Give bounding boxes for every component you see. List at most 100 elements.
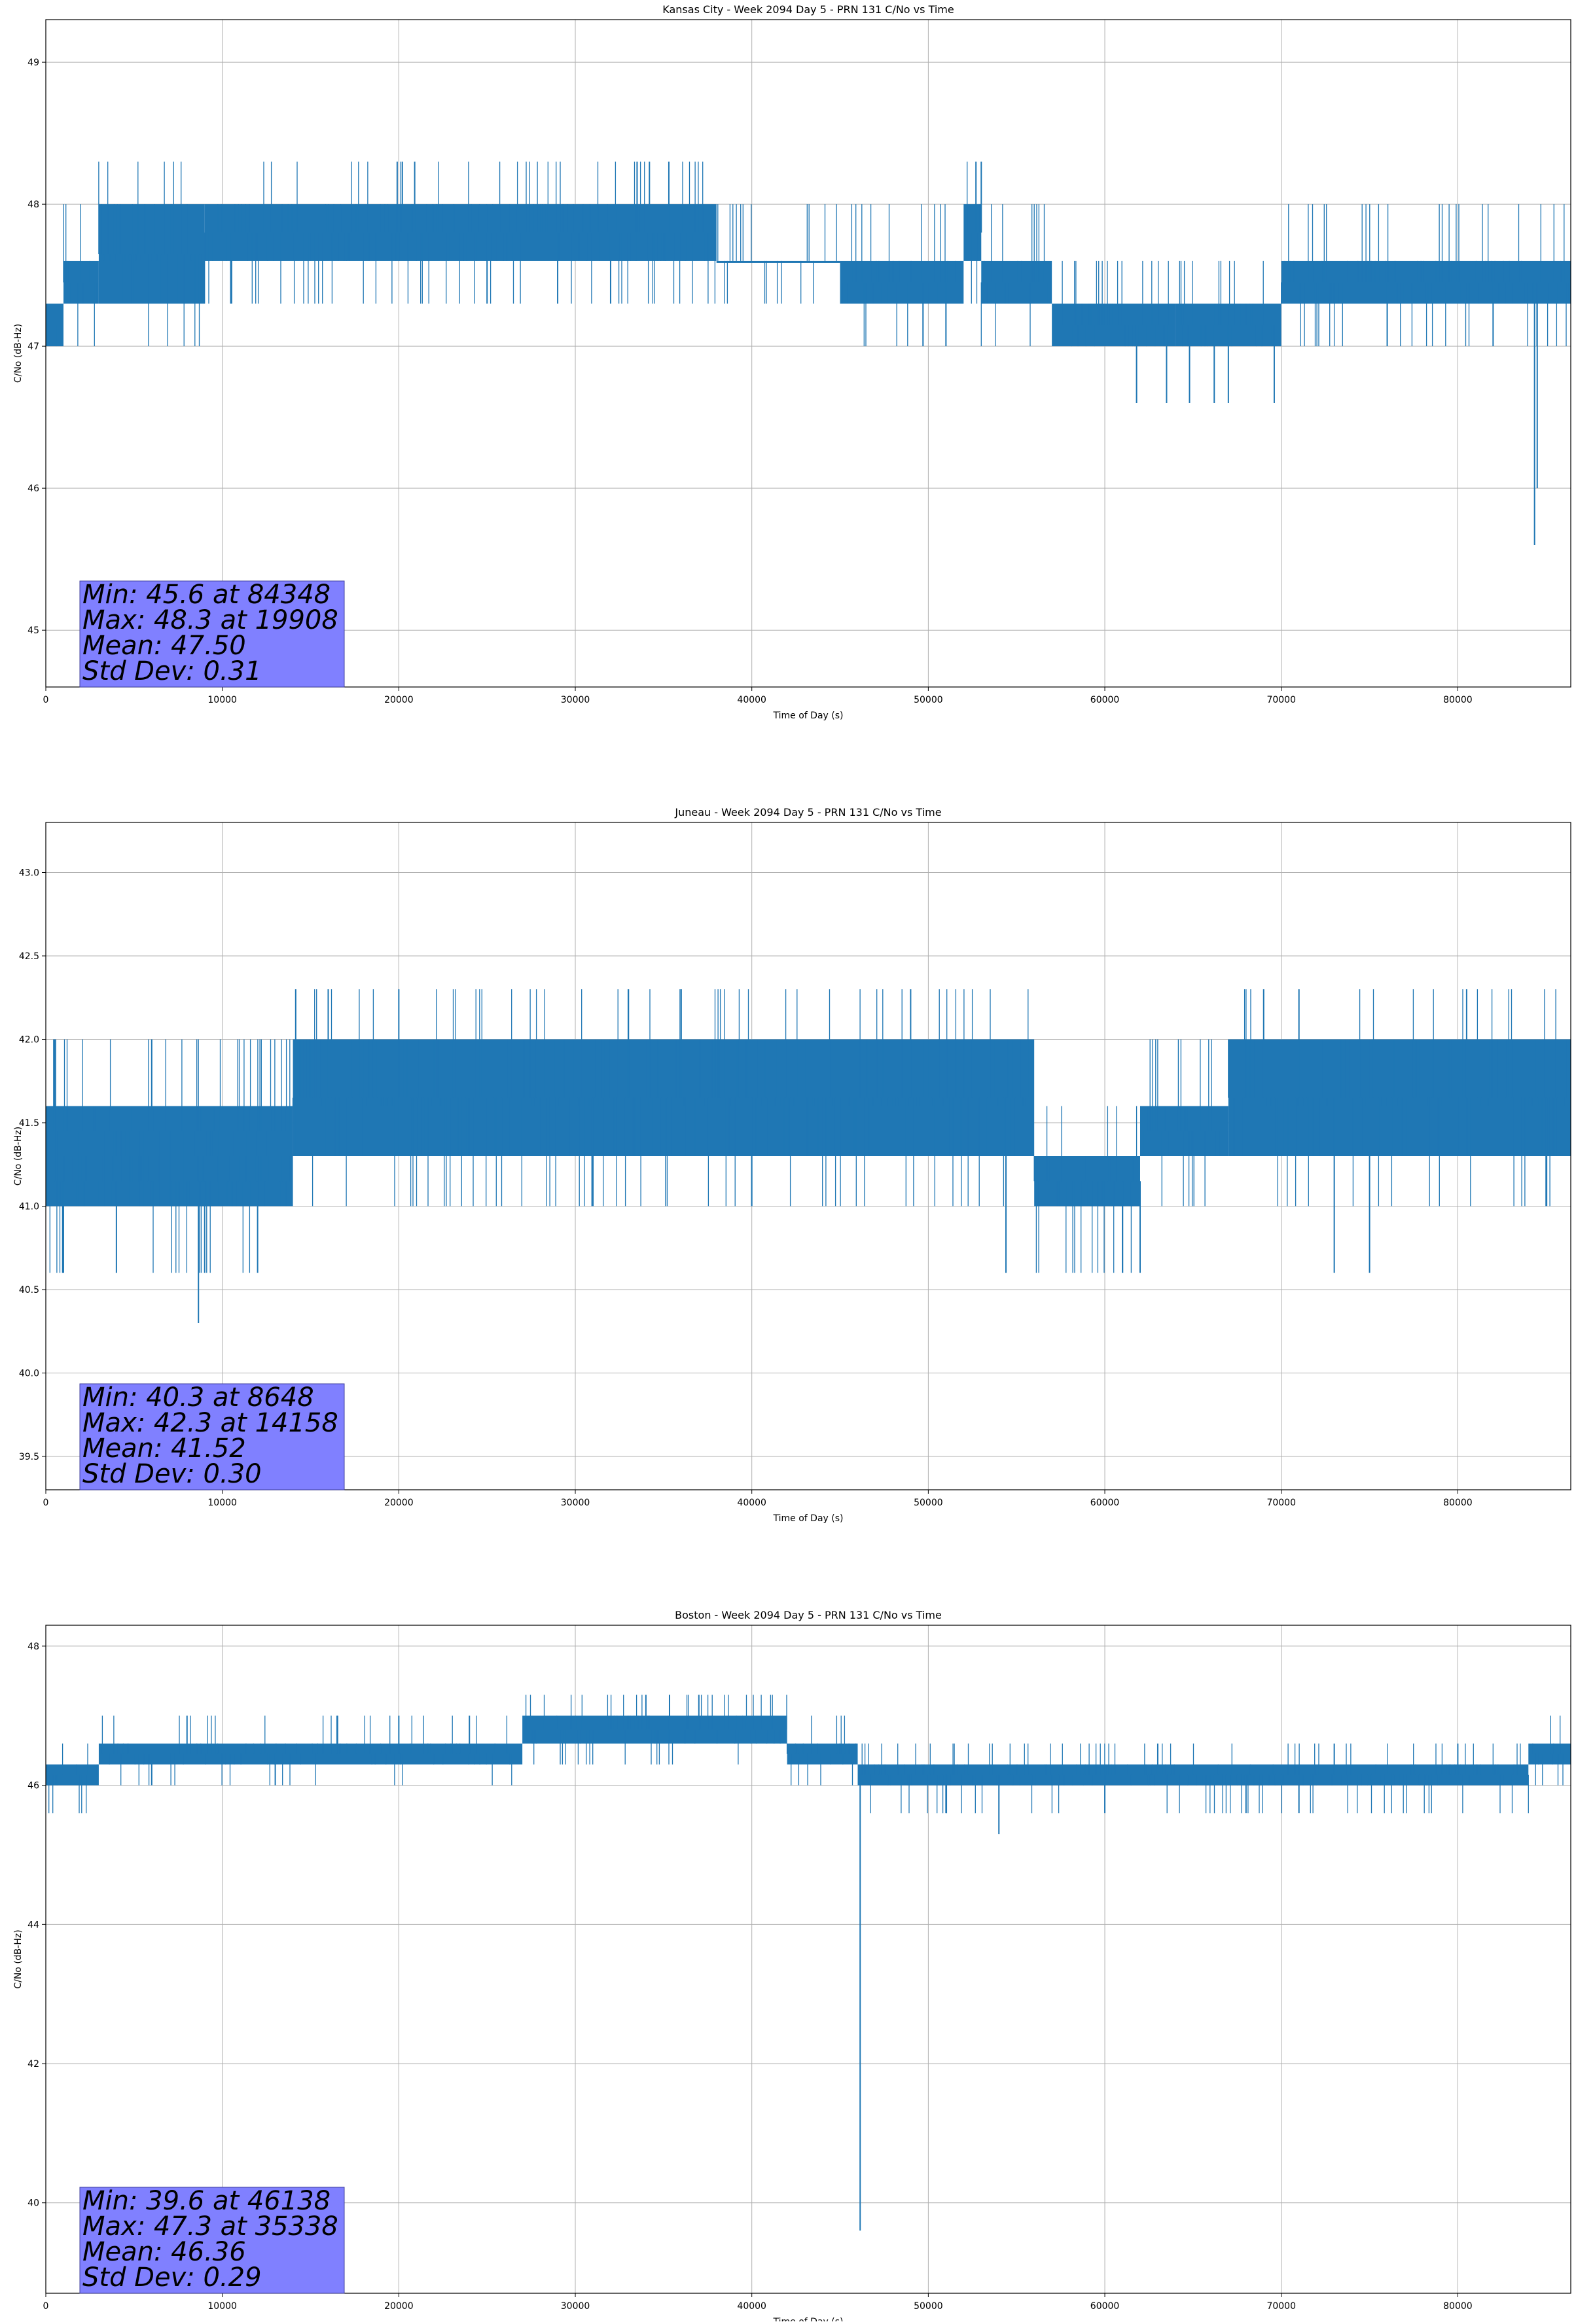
signal-fringe (204, 162, 716, 304)
y-tick-label: 44 (27, 1920, 39, 1930)
signal-band (46, 1156, 293, 1206)
signal-fringe (1033, 1106, 1137, 1273)
signal-fringe (1143, 1039, 1228, 1206)
x-tick-label: 20000 (384, 695, 414, 705)
stats-line: Min: 45.6 at 84348 (82, 580, 331, 610)
stats-line: Mean: 47.50 (82, 631, 246, 661)
y-axis-label: C/No (dB-Hz) (13, 1127, 24, 1186)
stats-line: Max: 42.3 at 14158 (82, 1408, 338, 1438)
y-tick-label: 43.0 (19, 868, 39, 879)
x-tick-label: 50000 (914, 1498, 943, 1508)
stats-box-bg (79, 580, 345, 688)
signal-fringe (1228, 989, 1571, 1206)
y-tick-label: 48 (27, 1642, 39, 1652)
signal-fringe (842, 204, 961, 347)
signal-fringe (1062, 260, 1169, 347)
chart-panel-0: Kansas City - Week 2094 Day 5 - PRN 131 … (13, 3, 1571, 721)
chart-title: Juneau - Week 2094 Day 5 - PRN 131 C/No … (674, 806, 941, 819)
stats-line: Std Dev: 0.30 (82, 1459, 262, 1489)
stats-box-bg (79, 1383, 345, 1490)
x-tick-label: 30000 (561, 2301, 590, 2312)
x-tick-label: 20000 (384, 2301, 414, 2312)
y-tick-label: 49 (27, 58, 39, 68)
stats-line: Mean: 41.52 (82, 1434, 246, 1464)
x-tick-label: 30000 (561, 695, 590, 705)
signal-fringe (63, 204, 98, 347)
stats-line: Max: 48.3 at 19908 (82, 605, 338, 635)
data-series (46, 1695, 1571, 2231)
signal-fringe (980, 204, 1048, 347)
stats-box-bg (79, 2187, 345, 2294)
signal-band (98, 204, 205, 304)
signal-band (1528, 1743, 1571, 1765)
x-axis-label: Time of Day (s) (773, 2317, 844, 2321)
chart-title: Boston - Week 2094 Day 5 - PRN 131 C/No … (675, 1609, 942, 1621)
chart-title: Kansas City - Week 2094 Day 5 - PRN 131 … (662, 3, 954, 16)
stats-line: Min: 39.6 at 46138 (82, 2186, 331, 2216)
signal-fringe (101, 1716, 512, 1786)
x-tick-label: 10000 (207, 2301, 237, 2312)
x-tick-label: 80000 (1443, 2301, 1473, 2312)
signal-fringe (48, 1743, 98, 1814)
data-series (46, 162, 1571, 545)
y-tick-label: 40.0 (19, 1369, 39, 1379)
x-tick-label: 60000 (1090, 2301, 1120, 2312)
x-axis-label: Time of Day (s) (773, 711, 844, 721)
stats-line: Std Dev: 0.31 (82, 656, 262, 686)
y-tick-label: 40.5 (19, 1285, 39, 1295)
y-tick-label: 48 (27, 200, 39, 210)
signal-fringe (861, 1743, 1529, 1814)
signal-fringe (292, 989, 1029, 1206)
x-tick-label: 30000 (561, 1498, 590, 1508)
axes-frame (45, 19, 1571, 688)
y-tick-label: 46 (27, 484, 39, 494)
x-tick-label: 0 (43, 1498, 49, 1508)
x-axis-label: Time of Day (s) (773, 1513, 844, 1524)
stats-line: Std Dev: 0.29 (82, 2262, 262, 2293)
signal-band (981, 260, 1052, 304)
y-tick-label: 45 (27, 625, 39, 636)
signal-band (787, 1743, 858, 1765)
x-tick-label: 70000 (1266, 695, 1296, 705)
x-tick-label: 60000 (1090, 695, 1120, 705)
y-tick-label: 42.5 (19, 951, 39, 962)
x-tick-label: 80000 (1443, 1498, 1473, 1508)
x-tick-label: 10000 (207, 695, 237, 705)
data-series (46, 989, 1571, 1323)
y-axis-label: C/No (dB-Hz) (13, 324, 24, 383)
axes-frame (45, 1625, 1571, 2294)
signal-band (46, 304, 63, 347)
chart-panel-2: Boston - Week 2094 Day 5 - PRN 131 C/No … (13, 1609, 1571, 2324)
y-axis-label: C/No (dB-Hz) (13, 1929, 24, 1988)
x-tick-label: 20000 (384, 1498, 414, 1508)
chart-panel-1: Juneau - Week 2094 Day 5 - PRN 131 C/No … (13, 806, 1571, 1524)
signal-band (46, 1106, 293, 1156)
stats-line: Max: 47.3 at 35338 (82, 2211, 338, 2242)
x-tick-label: 40000 (737, 1498, 766, 1508)
signal-band (1034, 1156, 1140, 1206)
x-tick-label: 40000 (737, 2301, 766, 2312)
signal-fringe (46, 1039, 291, 1206)
signal-band (1052, 304, 1175, 347)
x-tick-label: 10000 (207, 1498, 237, 1508)
signal-fringe (525, 1695, 787, 1765)
y-tick-label: 47 (27, 342, 39, 352)
y-tick-label: 42.0 (19, 1035, 39, 1046)
y-tick-label: 39.5 (19, 1452, 39, 1462)
x-tick-label: 70000 (1266, 1498, 1296, 1508)
y-tick-label: 40 (27, 2198, 39, 2209)
axes-frame (45, 822, 1571, 1490)
signal-band (46, 1764, 99, 1786)
signal-band (98, 1743, 523, 1765)
x-tick-label: 0 (43, 2301, 49, 2312)
signal-band (716, 260, 840, 263)
y-tick-label: 42 (27, 2059, 39, 2069)
stats-line: Min: 40.3 at 8648 (82, 1382, 314, 1413)
signal-fringe (1532, 1716, 1564, 1786)
signal-band (963, 204, 982, 261)
y-tick-label: 41.0 (19, 1202, 39, 1212)
